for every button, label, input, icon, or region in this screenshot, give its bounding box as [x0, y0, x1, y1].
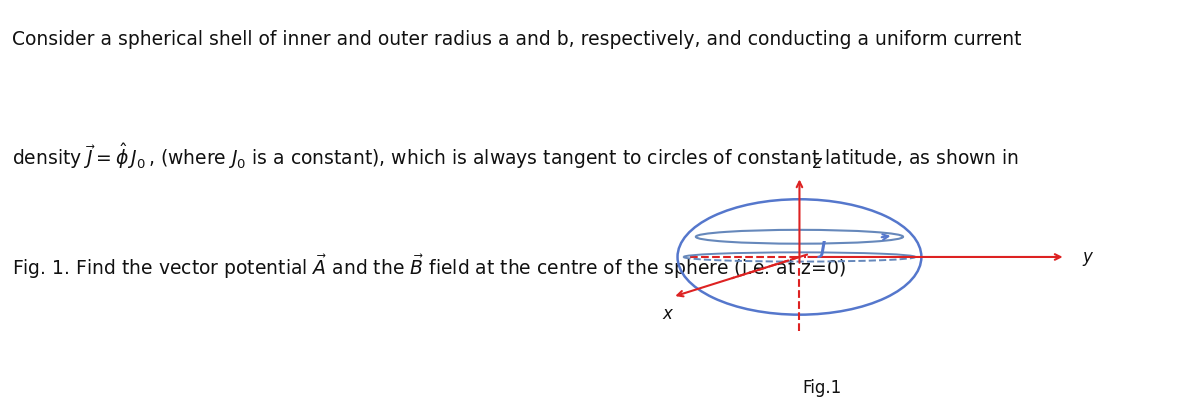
- Text: Fig. 1. Find the vector potential $\vec{A}$ and the $\vec{B}$ field at the centr: Fig. 1. Find the vector potential $\vec{…: [12, 253, 846, 281]
- Text: density $\vec{J} = \hat{\phi}\,J_0\,$, (where $J_0$ is a constant), which is alw: density $\vec{J} = \hat{\phi}\,J_0\,$, (…: [12, 142, 1020, 171]
- Text: Consider a spherical shell of inner and outer radius a and b, respectively, and : Consider a spherical shell of inner and …: [12, 30, 1022, 49]
- Text: z: z: [811, 154, 821, 173]
- Text: y: y: [1082, 248, 1092, 266]
- Text: Fig.1: Fig.1: [802, 379, 841, 397]
- Text: J: J: [820, 240, 826, 258]
- Text: x: x: [662, 305, 672, 323]
